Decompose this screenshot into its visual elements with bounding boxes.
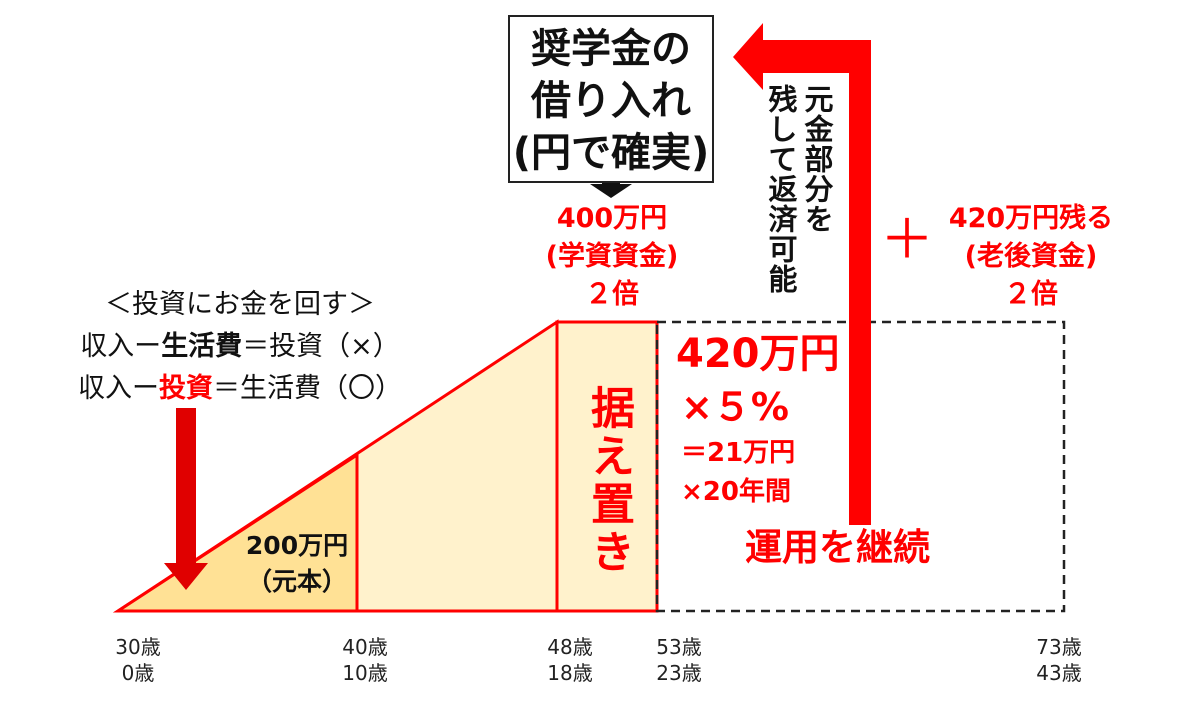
investing-rule-right: 収入ー投資＝生活費（〇） [30,368,450,410]
rule-wrong-suffix: ＝投資（×） [242,331,400,362]
principal-label: （元本） [246,567,347,596]
deferral-rect [555,320,659,613]
rule-right-investment: 投資 [159,373,213,404]
timeline-label-73: 73歳 43歳 [1019,634,1099,686]
tuition-block: 400万円 (学資資金) ２倍 [509,200,715,314]
tuition-amount: 400万円 [556,203,668,234]
timeline-years: 0歳 [121,661,155,685]
retirement-multiple: ２倍 [1004,279,1058,310]
loan-box: 奨学金の 借り入れ (円で確実) [508,15,714,183]
tuition-multiple: ２倍 [585,279,639,310]
retirement-block: 420万円残る (老後資金) ２倍 [926,200,1136,314]
loan-box-line3: (円で確実) [512,130,710,176]
loan-box-line1: 奨学金の [531,26,691,72]
investing-rule-wrong: 収入ー生活費＝投資（×） [30,326,450,368]
deferral-label: 据え置き [583,385,634,577]
timeline-years: 23歳 [656,661,702,685]
timeline-age: 73歳 [1036,635,1082,659]
rule-right-prefix: 収入ー [78,373,159,404]
investing-rule-title: ＜投資にお金を回す＞ [105,289,375,320]
operation-rate: ×５% [681,385,789,429]
timeline-years: 18歳 [547,661,593,685]
principal-amount: 200万円 [245,531,349,560]
timeline-label-48: 48歳 18歳 [530,634,610,686]
timeline-age: 53歳 [656,635,702,659]
rule-right-suffix: ＝生活費（〇） [213,373,402,404]
investing-rule: ＜投資にお金を回す＞ 収入ー生活費＝投資（×） 収入ー投資＝生活費（〇） [30,284,450,410]
timeline-years: 10歳 [342,661,388,685]
operation-period: ×20年間 [681,477,791,507]
retirement-amount: 420万円残る [948,203,1114,234]
timeline-label-30: 30歳 0歳 [98,634,178,686]
timeline-age: 40歳 [342,635,388,659]
retirement-label: (老後資金) [964,241,1098,272]
timeline-age: 30歳 [115,635,161,659]
arrow-down-icon [164,408,208,590]
rule-wrong-living-cost: 生活費 [161,331,243,362]
timeline-years: 43歳 [1036,661,1082,685]
return-note-line2: 残して返済可能 [764,84,798,294]
timeline-age: 48歳 [547,635,593,659]
tuition-label: (学資資金) [545,241,679,272]
operation-continue: 運用を継続 [745,526,930,569]
timeline-label-40: 40歳 10歳 [325,634,405,686]
plus-sign: ＋ [880,208,934,271]
operation-amount: 420万円 [676,331,840,377]
loan-box-line2: 借り入れ [531,78,691,124]
timeline-label-53: 53歳 23歳 [639,634,719,686]
principal-block: 200万円 （元本） [222,528,372,600]
rule-wrong-prefix: 収入ー [80,331,162,362]
operation-yearly: ＝21万円 [681,438,796,468]
return-arrow-icon [733,23,871,525]
return-note-line1: 元金部分を [800,84,834,234]
